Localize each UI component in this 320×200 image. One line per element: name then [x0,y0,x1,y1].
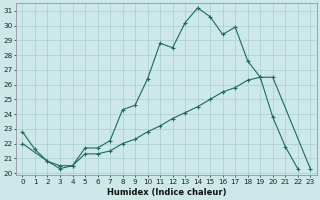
X-axis label: Humidex (Indice chaleur): Humidex (Indice chaleur) [107,188,226,197]
